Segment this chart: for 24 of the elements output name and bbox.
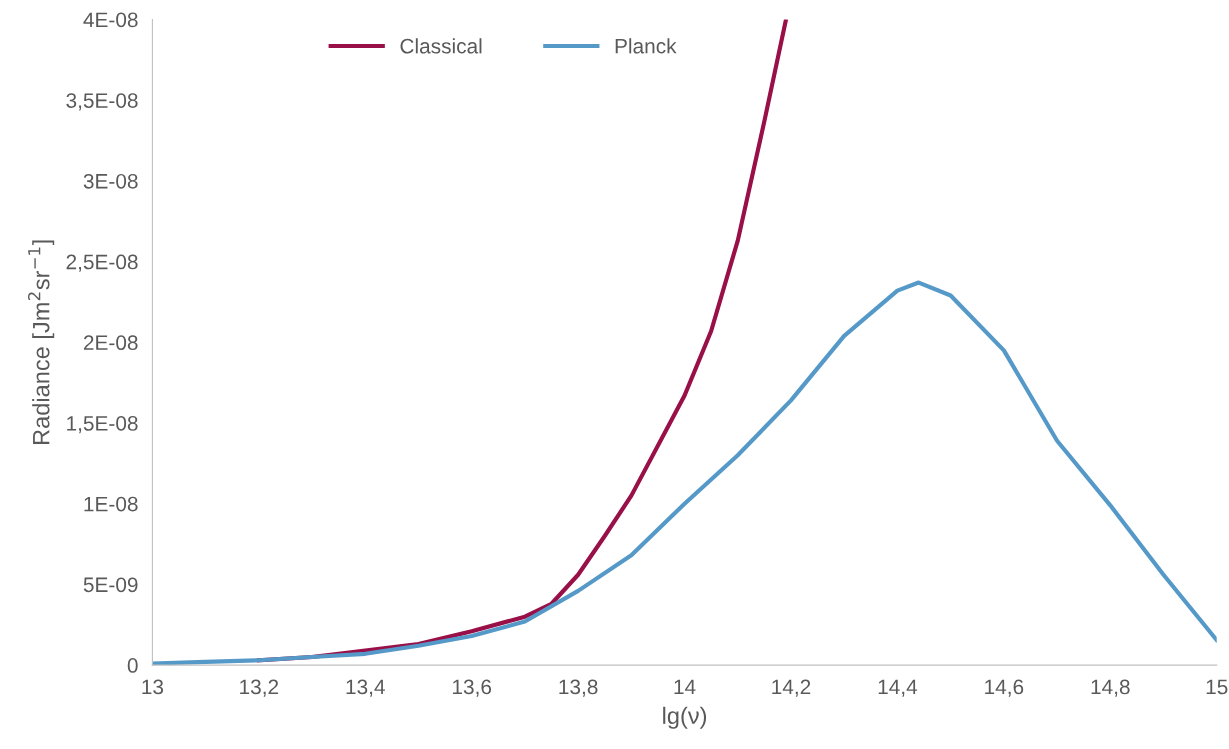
x-tick-label: 13,2 xyxy=(240,679,279,697)
y-tick-label: 1E-08 xyxy=(84,496,138,512)
legend-label: Planck xyxy=(615,38,677,54)
x-tick-label: 14,6 xyxy=(985,679,1024,697)
y-tick-label: 2E-08 xyxy=(83,335,138,351)
x-tick-label: 13,4 xyxy=(346,679,385,697)
y-tick-label: 3E-08 xyxy=(83,173,138,189)
y-tick-label: 2,5E-08 xyxy=(66,254,138,272)
x-tick-label: 13,6 xyxy=(453,679,492,697)
x-tick-label: 14,8 xyxy=(1091,679,1130,697)
y-tick-label: 3,5E-08 xyxy=(66,93,138,111)
x-tick-label: 13 xyxy=(142,679,164,695)
y-tick-label: 1,5E-08 xyxy=(67,416,138,434)
x-tick-label: 13,8 xyxy=(559,679,598,697)
y-tick-label: 5E-09 xyxy=(83,577,138,593)
y-tick-label: 0 xyxy=(127,658,138,673)
x-axis-title: lg(ν) xyxy=(663,706,707,729)
x-tick-label: 15 xyxy=(1206,679,1228,695)
y-tick-label: 4E-08 xyxy=(83,12,138,28)
x-tick-label: 14,4 xyxy=(878,679,918,697)
y-axis-title: Radiance [Jm$^{2}$sr$^{−1}$] xyxy=(27,240,55,445)
x-tick-label: 14 xyxy=(674,679,696,695)
legend-label: Classical xyxy=(400,38,482,54)
x-tick-label: 14,2 xyxy=(772,679,811,697)
